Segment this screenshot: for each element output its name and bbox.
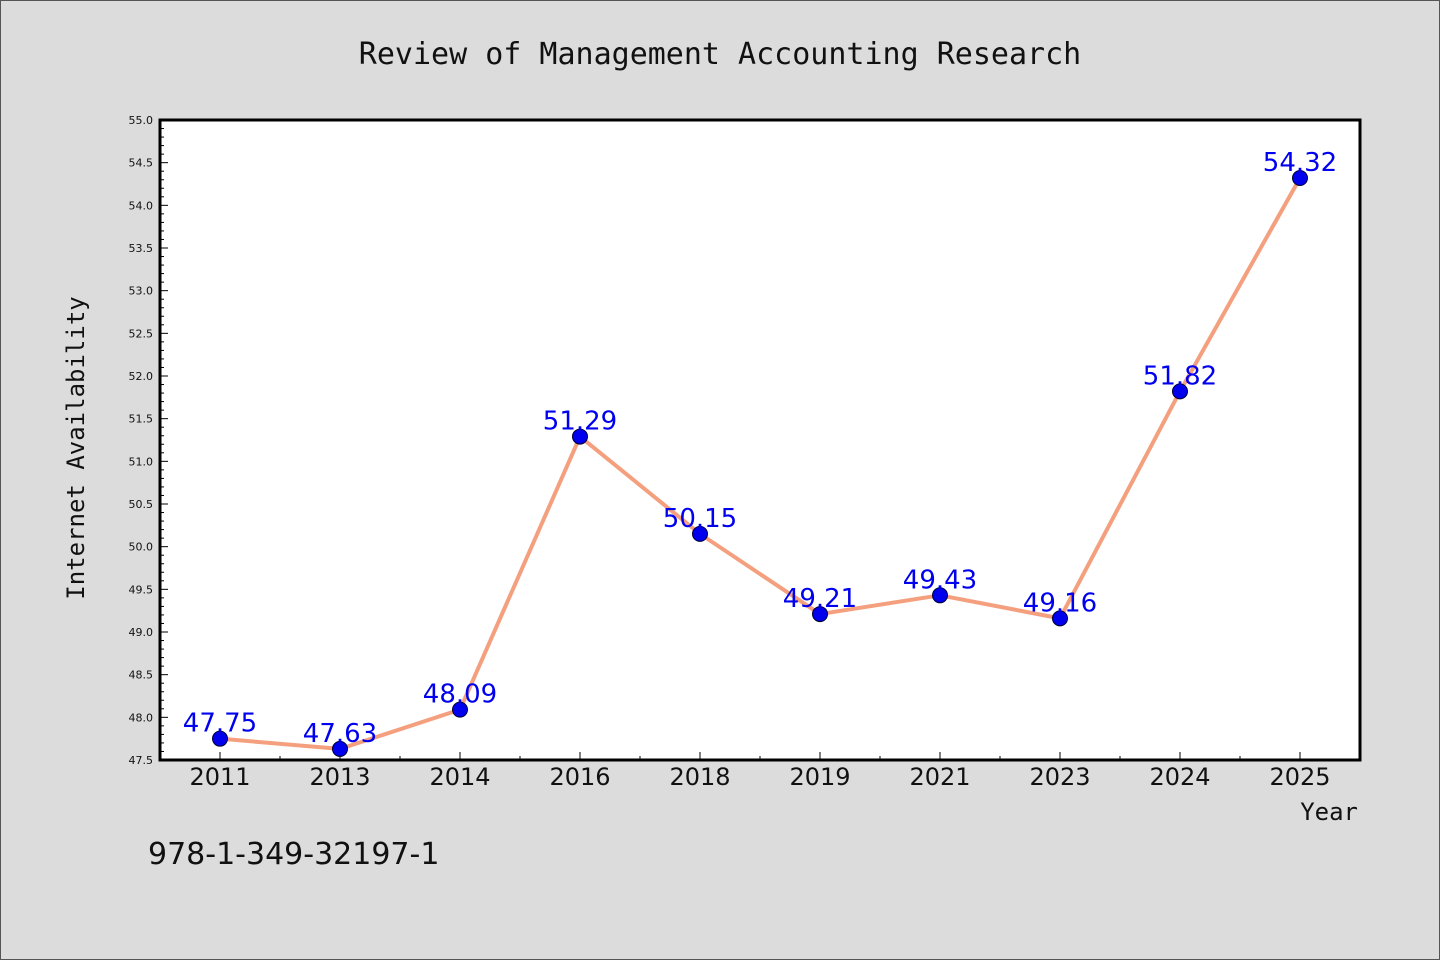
x-tick-label: 2016: [549, 763, 610, 791]
footer-isbn-text: 978-1-349-32197-1: [148, 837, 439, 872]
data-value-label: 51.82: [1143, 361, 1217, 391]
data-labels: 47.75 47.63 48.09 51.29 50.15 49.21 49.43 49.16…: [183, 148, 1337, 749]
y-tick-label: 55.0: [129, 114, 154, 127]
y-tick-label: 47.5: [129, 754, 154, 767]
x-tick-label: 2019: [789, 763, 850, 791]
x-tick-label: 2023: [1029, 763, 1090, 791]
y-tick-label: 54.5: [129, 157, 154, 170]
y-axis-ticks: 47.5 48.0 48.5 49.0 49.5 50.0 50.5 51.0 51.5 52.0…: [129, 114, 168, 767]
y-tick-label: 51.5: [129, 413, 154, 426]
y-tick-label: 50.0: [129, 541, 154, 554]
series-line: [219, 177, 1302, 751]
x-tick-label: 2025: [1269, 763, 1330, 791]
y-tick-label: 49.5: [129, 583, 154, 596]
x-tick-label: 2011: [189, 763, 250, 791]
data-value-label: 49.43: [903, 565, 977, 595]
y-tick-label: 51.0: [129, 455, 154, 468]
x-axis-ticks: 2011 2013 2014 2016 2018 2019 2021 2023 2024 2025: [159, 752, 1361, 791]
data-value-label: 51.29: [543, 407, 617, 437]
data-point-marker: [692, 525, 708, 542]
x-tick-label: 2013: [309, 763, 370, 791]
data-value-label: 47.63: [303, 719, 377, 749]
data-point-marker: [212, 730, 228, 747]
y-tick-label: 53.0: [129, 285, 154, 298]
data-point-marker: [572, 428, 588, 445]
data-point-marker: [1172, 383, 1188, 400]
x-tick-label: 2024: [1149, 763, 1210, 791]
y-tick-label: 50.5: [129, 498, 154, 511]
y-tick-label: 48.0: [129, 711, 154, 724]
data-value-label: 47.75: [183, 709, 257, 739]
data-value-label: 49.21: [783, 584, 857, 614]
data-point-marker: [812, 606, 828, 623]
x-tick-label: 2018: [669, 763, 730, 791]
y-tick-label: 48.5: [129, 669, 154, 682]
plot-area: [160, 120, 1360, 760]
x-axis-label: Year: [1300, 798, 1358, 826]
data-markers: [212, 170, 1308, 757]
chart-title: Review of Management Accounting Research: [359, 37, 1081, 72]
x-tick-label: 2021: [909, 763, 970, 791]
y-tick-label: 52.5: [129, 327, 154, 340]
y-tick-label: 52.0: [129, 370, 154, 383]
data-value-label: 54.32: [1263, 148, 1337, 178]
plot-frame: [158, 118, 1362, 762]
y-tick-label: 49.0: [129, 626, 154, 639]
y-axis-label: Internet Availability: [62, 296, 90, 599]
data-value-label: 48.09: [423, 680, 497, 710]
data-point-marker: [932, 587, 948, 604]
y-tick-label: 53.5: [129, 242, 154, 255]
data-value-label: 49.16: [1023, 588, 1097, 618]
x-tick-label: 2014: [429, 763, 490, 791]
data-point-marker: [452, 701, 468, 718]
y-tick-label: 54.0: [129, 199, 154, 212]
data-point-marker: [332, 740, 348, 757]
data-point-marker: [1292, 170, 1308, 187]
data-point-marker: [1052, 610, 1068, 627]
data-value-label: 50.15: [663, 504, 737, 534]
